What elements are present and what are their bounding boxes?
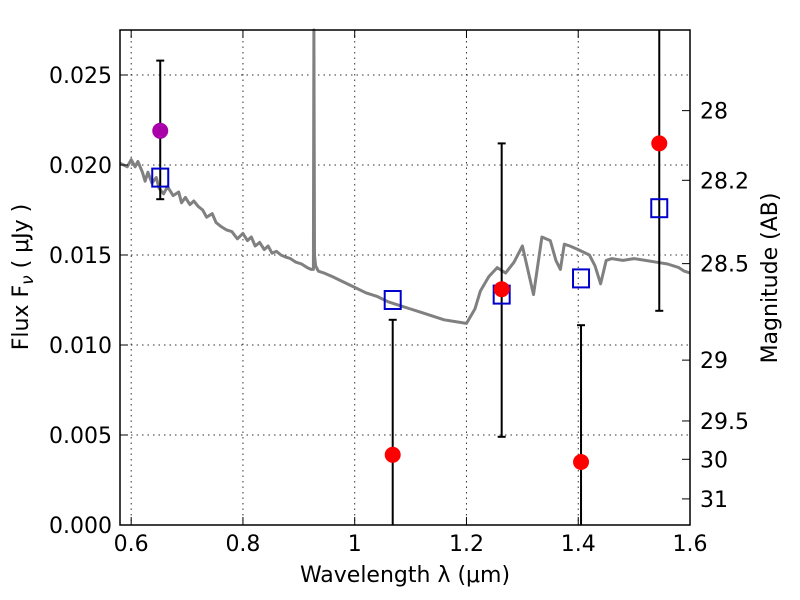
spectrum-series	[119, 28, 691, 325]
y-tick-label: 0.005	[49, 424, 112, 449]
model-points	[151, 167, 669, 310]
x-tick-label: 1.4	[561, 532, 596, 557]
observed-point	[493, 281, 510, 298]
right-tick-label: 29	[700, 349, 728, 374]
observed-point	[573, 454, 590, 470]
observed-points	[152, 122, 668, 470]
axis-ticks	[120, 30, 691, 526]
right-tick-label: 28.5	[700, 253, 749, 278]
right-tick-label: 29.5	[700, 410, 749, 435]
right-tick-label: 30	[700, 448, 728, 473]
observed-point	[651, 135, 668, 152]
x-tick-label: 0.6	[114, 532, 149, 557]
y-tick-label: 0.025	[49, 64, 112, 89]
model-square	[151, 167, 170, 188]
right-axis-title: Magnitude (AB)	[758, 193, 783, 364]
tick-labels: 0.6 0.8 1 1.2 1.4 1.6 0.000 0.005 0.010 0.015 0.02…	[49, 64, 749, 557]
y-axis-title-unit: ( μJy )	[9, 204, 34, 276]
observed-point	[384, 446, 401, 463]
x-axis-title: Wavelength λ (μm)	[300, 563, 510, 588]
right-tick-label: 28	[700, 100, 728, 125]
spectrum-line	[119, 28, 691, 325]
model-square	[572, 268, 591, 289]
y-tick-label: 0.015	[49, 244, 112, 269]
y-tick-label: 0.000	[49, 514, 112, 539]
y-axis-title-sub: ν	[18, 275, 38, 285]
error-bars	[156, 30, 664, 525]
model-square	[383, 290, 402, 310]
y-tick-label: 0.010	[49, 334, 112, 359]
grid-lines	[120, 30, 691, 525]
right-tick-label: 28.2	[700, 169, 749, 194]
x-tick-label: 1	[348, 532, 362, 557]
x-tick-label: 0.8	[225, 532, 260, 557]
x-tick-label: 1.6	[673, 532, 708, 557]
y-axis-title-main: Flux F	[9, 285, 34, 350]
model-square	[650, 198, 669, 219]
y-tick-label: 0.020	[49, 154, 112, 179]
observed-point	[152, 122, 169, 139]
y-axis-title: Flux Fν ( μJy )	[9, 204, 38, 351]
plot-frame	[119, 29, 691, 526]
right-tick-label: 31	[700, 488, 728, 513]
x-tick-label: 1.2	[449, 532, 484, 557]
